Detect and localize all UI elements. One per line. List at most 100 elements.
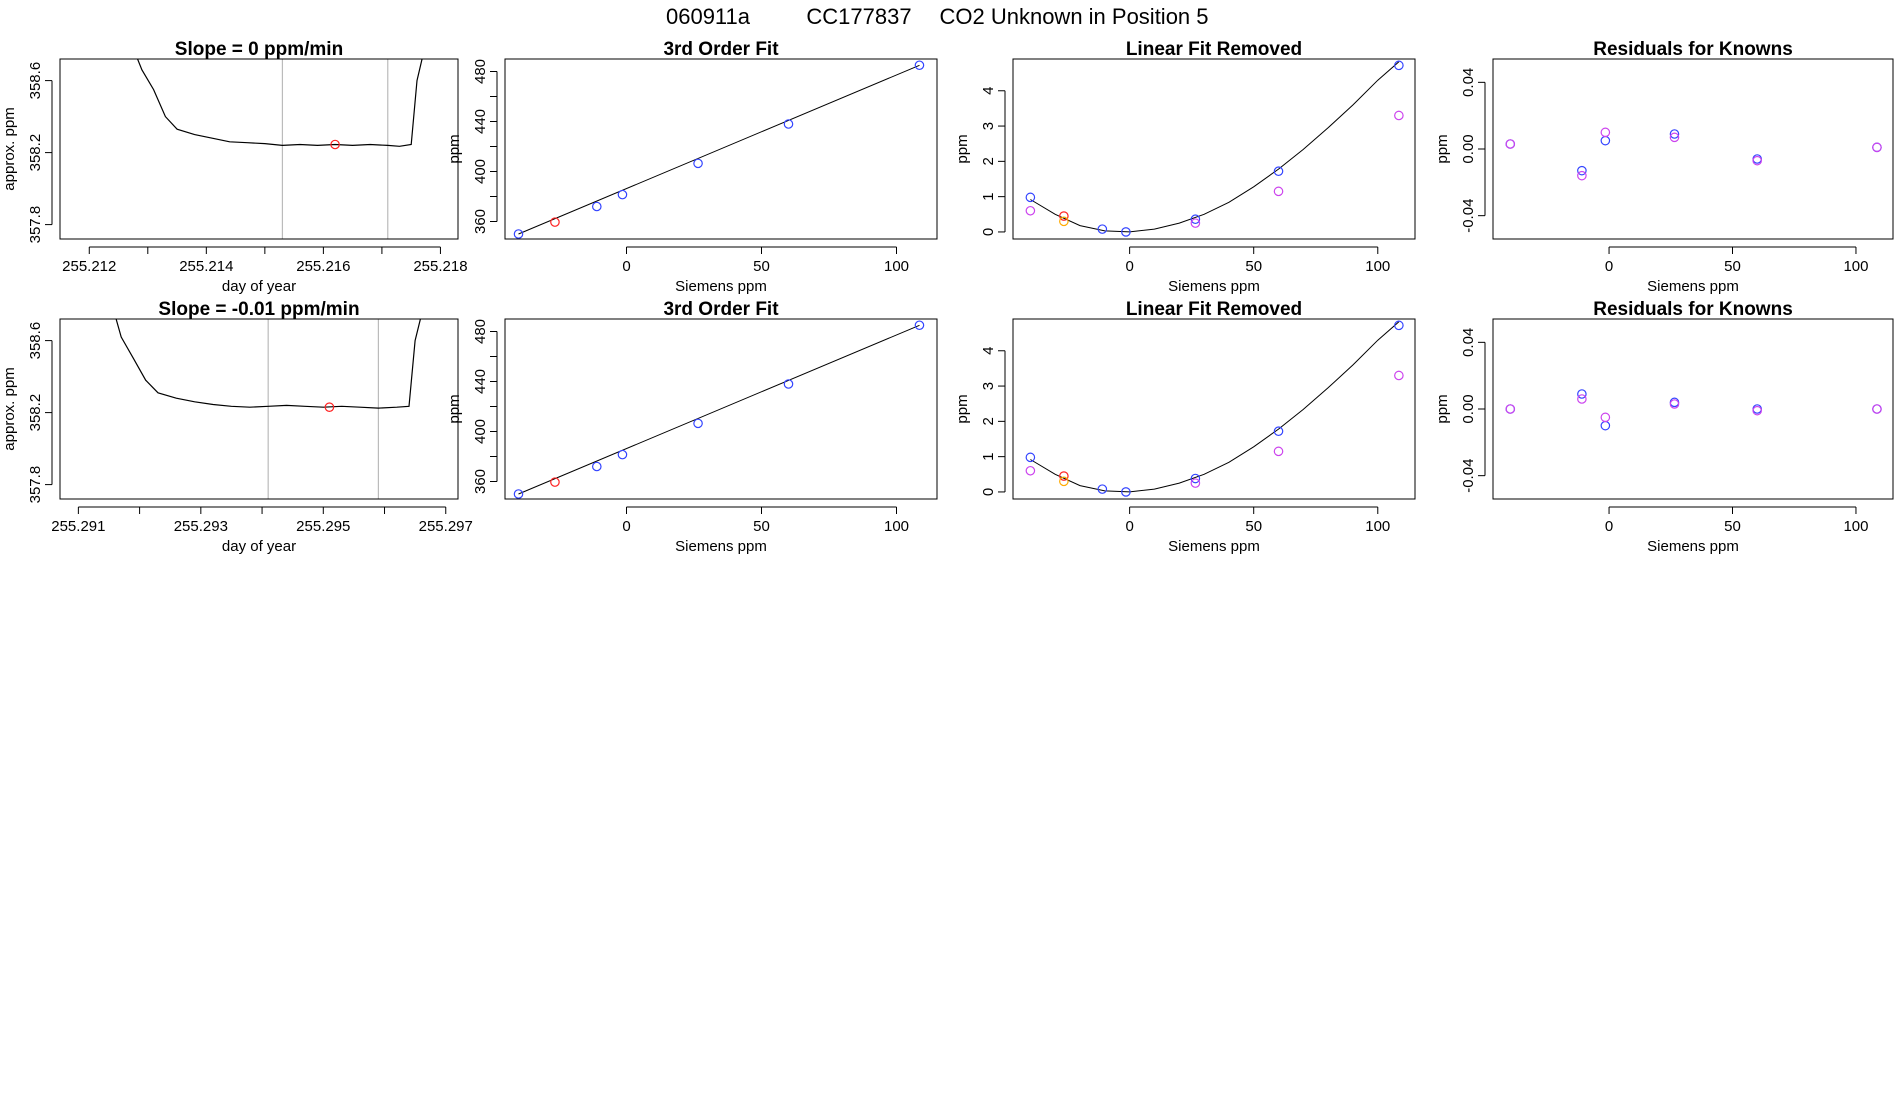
data-point	[1872, 142, 1882, 153]
panel-r1-resid: Residuals for Knowns 0 50 100 Siemens ppm -0.…	[1434, 39, 1894, 295]
plot-frame	[504, 318, 938, 500]
y-tick-label: 358.6	[27, 62, 44, 100]
data-point	[1121, 487, 1131, 497]
cylinder-id-label: CC177837	[806, 4, 911, 29]
x-axis-title: Siemens ppm	[1647, 538, 1739, 555]
panel-r2-fit: 3rd Order Fit 0 50 100 Siemens ppm 360 400 440 4…	[446, 299, 938, 555]
data-point	[1577, 165, 1587, 176]
data-point	[1577, 394, 1587, 404]
plot-area	[1025, 320, 1404, 497]
data-point	[1059, 476, 1069, 487]
data-point	[330, 139, 340, 150]
plot-area	[1505, 127, 1882, 181]
x-tick-label: 100	[884, 518, 909, 535]
x-tick-label: 100	[1365, 258, 1390, 275]
data-point	[617, 449, 628, 460]
plot-area	[1505, 389, 1882, 431]
panel-title: Residuals for Knowns	[1593, 39, 1793, 60]
panel-title: Residuals for Knowns	[1593, 299, 1793, 320]
data-point	[1025, 465, 1036, 476]
x-tick-label: 255.291	[51, 518, 105, 535]
y-tick-label: 440	[472, 369, 489, 394]
y-tick-label: -0.04	[1460, 459, 1477, 493]
data-point	[1025, 192, 1036, 203]
data-point	[550, 217, 560, 227]
y-tick-label: 3	[980, 122, 997, 130]
plot-frame	[504, 58, 938, 240]
data-point	[1872, 404, 1882, 414]
data-point	[1273, 446, 1284, 457]
y-tick-label: 2	[980, 417, 997, 425]
x-tick-label: 255.295	[296, 518, 350, 535]
fit-line	[518, 64, 920, 235]
data-point	[1273, 426, 1284, 437]
x-axis-title: Siemens ppm	[1647, 278, 1739, 295]
plot-area	[513, 320, 925, 499]
y-tick-label: 1	[980, 452, 997, 460]
data-point	[1190, 218, 1201, 228]
x-tick-label: 50	[1245, 518, 1262, 535]
data-point	[1394, 370, 1404, 381]
data-point	[1577, 389, 1587, 399]
data-point	[1577, 170, 1587, 181]
x-tick-label: 0	[1125, 258, 1133, 275]
data-point	[1121, 227, 1131, 237]
y-axis-title: approx. ppm	[1, 107, 18, 190]
data-point	[1600, 127, 1611, 138]
panel-r1-slope: Slope = 0 ppm/min 255.212 255.214 255.216 25…	[1, 39, 468, 295]
panel-r2-slope: Slope = -0.01 ppm/min 255.291 255.293 255.2…	[1, 299, 473, 555]
data-point	[1505, 404, 1516, 414]
data-point	[1752, 405, 1762, 416]
y-axis-title: ppm	[446, 134, 463, 163]
data-point	[1025, 452, 1036, 463]
data-point	[1059, 216, 1069, 227]
data-point	[1190, 478, 1201, 488]
y-tick-label: 3	[980, 382, 997, 390]
plot-frame	[1012, 318, 1416, 500]
data-point	[513, 489, 524, 499]
panel-r2-linrem: Linear Fit Removed 0 50 100 Siemens ppm 0 1 2 3 4…	[954, 299, 1416, 555]
plot-frame	[59, 58, 459, 240]
y-tick-label: 358.6	[27, 322, 44, 360]
y-tick-label: 400	[472, 159, 489, 184]
y-tick-label: 400	[472, 419, 489, 444]
x-tick-label: 100	[1843, 518, 1868, 535]
x-axis-title: day of year	[222, 278, 296, 295]
x-tick-label: 0	[1605, 518, 1613, 535]
y-tick-label: -0.04	[1460, 199, 1477, 233]
plot-area	[513, 60, 925, 239]
x-tick-label: 50	[1724, 518, 1741, 535]
y-tick-label: 0	[980, 488, 997, 496]
y-axis-title: ppm	[1434, 134, 1451, 163]
main-title: 060911a CC177837 CO2 Unknown in Position…	[666, 4, 1209, 29]
data-point	[1190, 214, 1201, 225]
x-axis-title: Siemens ppm	[1168, 278, 1260, 295]
data-point	[1273, 186, 1284, 197]
x-tick-label: 0	[1125, 518, 1133, 535]
y-axis-title: approx. ppm	[1, 367, 18, 450]
x-tick-label: 50	[753, 518, 770, 535]
panel-title: Slope = 0 ppm/min	[175, 39, 343, 60]
y-axis-title: ppm	[1434, 394, 1451, 423]
y-tick-label: 0	[980, 228, 997, 236]
data-point	[1059, 471, 1069, 481]
fit-curve	[1030, 321, 1400, 493]
data-point	[1190, 473, 1201, 484]
data-point	[914, 320, 925, 331]
x-tick-label: 255.212	[62, 258, 116, 275]
y-axis-title: ppm	[954, 134, 971, 163]
data-point	[1600, 135, 1611, 146]
y-tick-label: 4	[980, 87, 997, 95]
y-tick-label: 2	[980, 157, 997, 165]
x-tick-label: 0	[622, 518, 630, 535]
y-tick-label: 440	[472, 109, 489, 134]
x-axis-title: Siemens ppm	[675, 538, 767, 555]
plot-area	[115, 319, 422, 499]
data-point	[1752, 155, 1762, 166]
y-tick-label: 480	[472, 59, 489, 84]
x-tick-label: 255.218	[413, 258, 467, 275]
panel-r2-resid: Residuals for Knowns 0 50 100 Siemens ppm -0.…	[1434, 299, 1894, 555]
panel-r1-fit: 3rd Order Fit 0 50 100 Siemens ppm 360 400 440 4…	[446, 39, 938, 295]
